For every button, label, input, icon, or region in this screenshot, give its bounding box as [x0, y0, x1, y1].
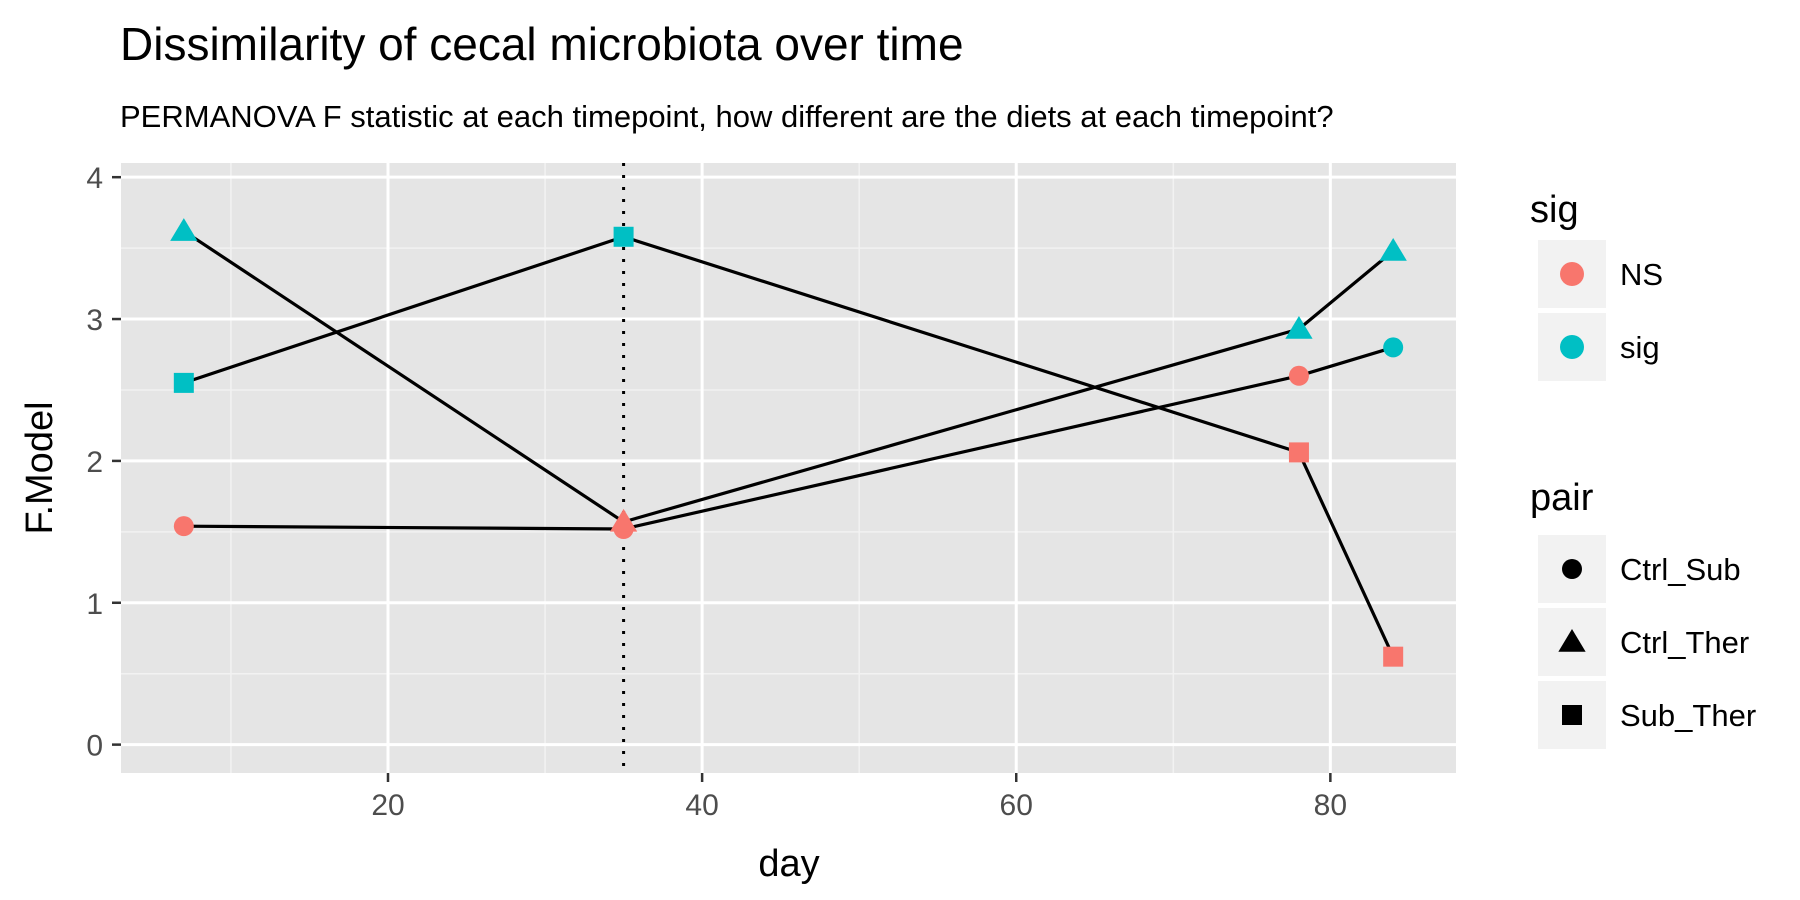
legend-label: Ctrl_Ther [1620, 625, 1749, 660]
legend-label: Ctrl_Sub [1620, 552, 1741, 587]
data-point [1288, 365, 1309, 386]
x-tick-label: 20 [371, 789, 404, 822]
legend-key-symbol [1562, 559, 1582, 579]
series-lines [182, 229, 1395, 658]
chart-title: Dissimilarity of cecal microbiota over t… [120, 18, 964, 70]
series-points [170, 218, 1407, 667]
y-tick-label: 2 [86, 446, 103, 479]
x-tick-label: 80 [1314, 789, 1347, 822]
y-tick-label: 4 [86, 162, 103, 195]
legend-pair-title: pair [1530, 477, 1594, 519]
data-point [173, 372, 194, 393]
legend-key-symbol [1562, 705, 1582, 725]
y-axis: 0 1 2 3 4 [86, 162, 121, 763]
x-axis-label: day [758, 843, 819, 885]
legend-sig: sig NS sig [1530, 189, 1663, 381]
data-point [1285, 315, 1313, 339]
y-tick-label: 3 [86, 304, 103, 337]
legend-key-symbol [1560, 335, 1584, 359]
legend-sig-title: sig [1530, 189, 1579, 231]
y-tick-label: 0 [86, 730, 103, 763]
chart-subtitle: PERMANOVA F statistic at each timepoint,… [120, 99, 1334, 134]
data-point [1379, 237, 1407, 261]
legend-label: sig [1620, 330, 1660, 365]
series-line [183, 235, 1395, 658]
series-line [182, 229, 1395, 524]
legend-label: Sub_Ther [1620, 698, 1756, 733]
y-tick-label: 1 [86, 588, 103, 621]
legend-pair: pair Ctrl_Sub Ctrl_Ther Sub_Ther [1530, 477, 1756, 749]
x-tick-label: 60 [1000, 789, 1033, 822]
data-point [1288, 442, 1309, 463]
plot-panel [121, 163, 1456, 773]
grid-minor [121, 163, 1456, 773]
x-axis: 20 40 60 80 [371, 773, 1347, 822]
data-point [609, 508, 638, 532]
legend-label: NS [1620, 257, 1663, 292]
series-line [183, 345, 1394, 531]
legend-key-symbol [1558, 629, 1586, 652]
data-point [173, 516, 194, 537]
x-tick-label: 40 [685, 789, 718, 822]
data-point [1383, 337, 1404, 358]
legend-key-symbol [1560, 262, 1584, 286]
grid-major [121, 163, 1456, 773]
data-point [170, 218, 198, 241]
data-point [1383, 646, 1404, 667]
data-point [613, 226, 634, 247]
y-axis-label: F.Model [19, 401, 61, 534]
